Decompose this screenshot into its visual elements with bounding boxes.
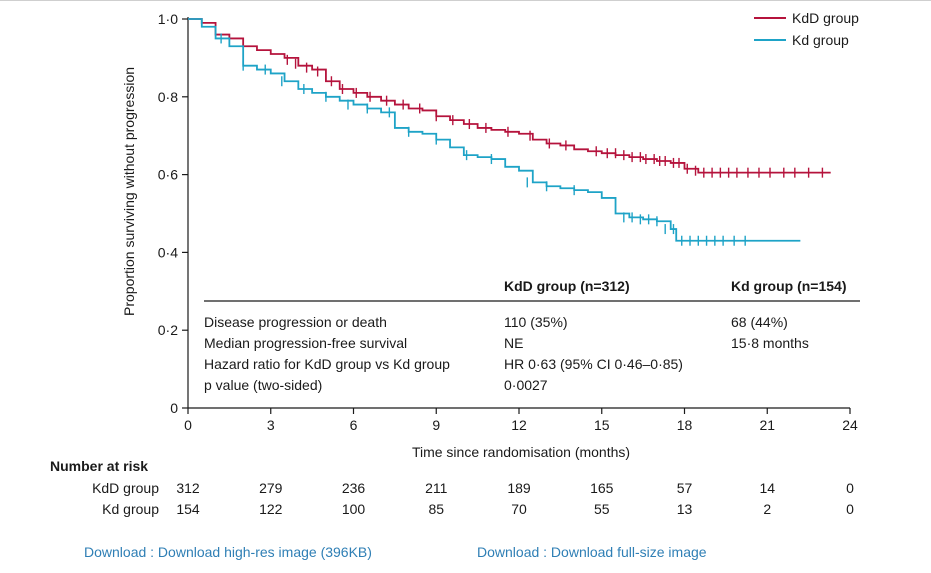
table-cell: p value (two-sided) (204, 377, 322, 393)
y-tick-label: 0 (170, 400, 178, 416)
x-tick-label: 0 (184, 417, 192, 433)
top-divider (0, 0, 931, 1)
table-cell: Hazard ratio for KdD group vs Kd group (204, 356, 450, 372)
risk-value: 279 (259, 480, 283, 496)
number-at-risk-table: Number at risk KdD group 312 279 236 211 189 16… (50, 458, 854, 517)
legend: KdD group Kd group (754, 10, 859, 48)
y-tick-label: 0·4 (158, 244, 178, 260)
table-cell: Median progression-free survival (204, 335, 407, 351)
risk-value: 211 (425, 480, 448, 496)
y-tick-label: 0·2 (158, 322, 178, 338)
legend-label: Kd group (792, 32, 849, 48)
x-tick-label: 9 (432, 417, 440, 433)
table-cell: 110 (35%) (504, 314, 568, 330)
y-tick-label: 1·0 (158, 11, 178, 27)
y-tick-label: 0·8 (158, 89, 178, 105)
table-cell: 15·8 months (731, 335, 809, 351)
x-tick-label: 12 (511, 417, 527, 433)
risk-value: 100 (342, 501, 366, 517)
axes: 0 0·2 0·4 0·6 0·8 1·0 0 3 6 9 12 15 18 21 24 Time since… (121, 11, 858, 460)
table-cell: 68 (44%) (731, 314, 788, 330)
km-survival-chart: 0 0·2 0·4 0·6 0·8 1·0 0 3 6 9 12 15 18 21 24 Time since… (50, 10, 860, 517)
x-tick-label: 21 (759, 417, 775, 433)
table-cell: Disease progression or death (204, 314, 387, 330)
x-axis-title: Time since randomisation (months) (412, 444, 630, 460)
risk-value: 0 (846, 501, 854, 517)
risk-value: 14 (759, 480, 775, 496)
risk-value: 312 (176, 480, 200, 496)
risk-value: 55 (594, 501, 610, 517)
risk-value: 70 (511, 501, 527, 517)
risk-value: 165 (590, 480, 614, 496)
table-cell: 0·0027 (504, 377, 548, 393)
risk-value: 85 (428, 501, 444, 517)
y-axis-title: Proportion surviving without progression (121, 67, 137, 316)
risk-value: 189 (507, 480, 531, 496)
stats-table: KdD group (n=312) Kd group (n=154) Disease… (204, 278, 860, 393)
y-tick-label: 0·6 (158, 167, 178, 183)
table-cell: NE (504, 335, 523, 351)
risk-row-label: KdD group (92, 480, 159, 496)
risk-value: 122 (259, 501, 283, 517)
x-tick-label: 18 (677, 417, 693, 433)
x-tick-label: 3 (267, 417, 275, 433)
x-tick-label: 15 (594, 417, 610, 433)
risk-value: 13 (677, 501, 693, 517)
table-header-kd: Kd group (n=154) (731, 278, 847, 294)
series-line-kdd (188, 18, 831, 174)
x-tick-label: 6 (350, 417, 358, 433)
risk-value: 0 (846, 480, 854, 496)
risk-value: 236 (342, 480, 366, 496)
series-layer (188, 18, 831, 246)
download-full-size-link[interactable]: Download : Download full-size image (477, 544, 707, 560)
legend-label: KdD group (792, 10, 859, 26)
risk-value: 154 (176, 501, 200, 517)
table-header-kdd: KdD group (n=312) (504, 278, 630, 294)
risk-value: 57 (677, 480, 693, 496)
download-high-res-link[interactable]: Download : Download high-res image (396K… (84, 544, 372, 560)
risk-title: Number at risk (50, 458, 148, 474)
risk-row-label: Kd group (102, 501, 159, 517)
x-tick-label: 24 (842, 417, 858, 433)
table-cell: HR 0·63 (95% CI 0·46–0·85) (504, 356, 683, 372)
risk-value: 2 (763, 501, 771, 517)
